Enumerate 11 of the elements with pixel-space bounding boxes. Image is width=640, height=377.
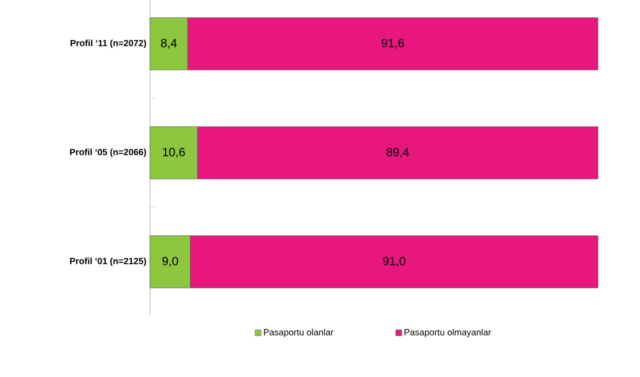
data-label: 89,4 [386, 148, 410, 158]
legend-label: Pasaportu olanlar [264, 328, 334, 338]
data-label: 8,4 [161, 38, 177, 49]
data-label: 10,6 [163, 148, 185, 158]
data-label: 9,0 [162, 256, 178, 267]
y-tick-label: Profil ‘05 (n=2066) [70, 148, 146, 157]
data-label: 91,0 [383, 256, 406, 267]
y-tick-label: Profil ‘11 (n=2072) [70, 40, 146, 48]
y-tick-label: Profil ‘01 (n=2125) [70, 258, 146, 266]
data-label: 91,6 [382, 38, 404, 49]
legend-label: Pasaportu olmayanlar [404, 328, 491, 338]
